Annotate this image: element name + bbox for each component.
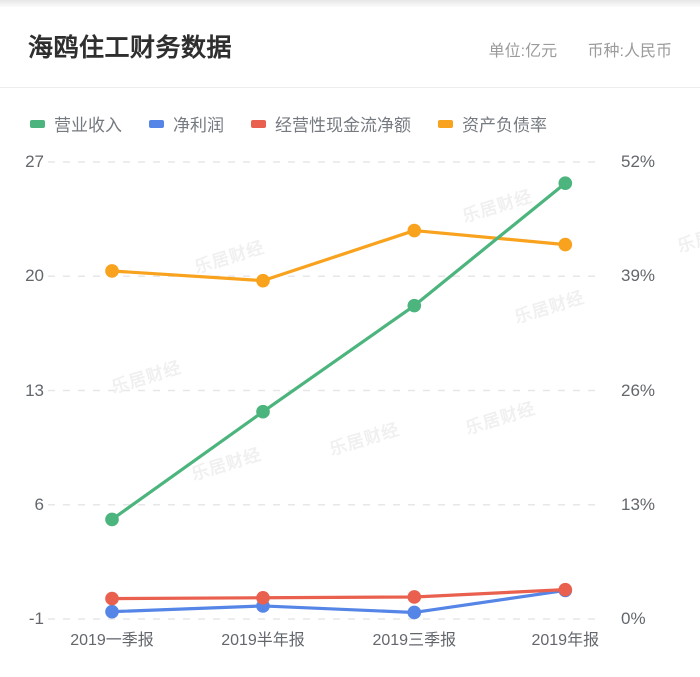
legend-item-3[interactable]: 资产负债率 — [438, 111, 547, 136]
legend-label: 净利润 — [173, 116, 224, 135]
legend-item-1[interactable]: 净利润 — [149, 111, 224, 136]
data-point-s1-0[interactable] — [105, 604, 119, 619]
legend-swatch-icon — [149, 119, 164, 128]
data-point-s2-1[interactable] — [256, 590, 270, 605]
series-line-0 — [110, 181, 567, 522]
x-axis-label-0: 2019一季报 — [70, 632, 154, 649]
data-point-s3-0[interactable] — [105, 264, 119, 278]
legend-swatch-icon — [251, 119, 266, 128]
series-line-2 — [110, 588, 567, 601]
unit-label: 单位:亿元 — [488, 43, 558, 60]
page-title: 海鸥住工财务数据 — [28, 34, 233, 62]
right-axis-tick-0: 52% — [621, 152, 656, 171]
data-point-s2-0[interactable] — [105, 591, 119, 606]
series-line-1 — [110, 588, 567, 615]
series-line-3 — [110, 228, 567, 283]
right-axis-tick-4: 0% — [621, 609, 646, 628]
data-point-s2-2[interactable] — [407, 590, 422, 604]
left-axis-tick-3: 6 — [34, 494, 44, 514]
data-point-s0-1[interactable] — [256, 404, 270, 419]
top-edge-strip — [0, 0, 700, 7]
legend-label: 营业收入 — [54, 116, 122, 135]
x-axis-label-2: 2019三季报 — [372, 632, 457, 649]
left-axis-tick-2: 13 — [25, 380, 44, 400]
legend-item-0[interactable]: 营业收入 — [30, 111, 122, 136]
x-axis-label-3: 2019年报 — [531, 632, 600, 649]
left-axis-tick-4: -1 — [28, 609, 44, 628]
right-axis-tick-1: 39% — [621, 266, 656, 286]
x-axis-label-1: 2019半年报 — [221, 632, 305, 649]
left-axis-tick-0: 27 — [25, 152, 44, 171]
data-point-s1-2[interactable] — [407, 605, 422, 620]
data-point-s0-3[interactable] — [558, 176, 573, 191]
chart-legend: 营业收入 净利润 经营性现金流净额 资产负债率 — [30, 111, 547, 136]
legend-label: 经营性现金流净额 — [275, 116, 411, 135]
data-point-s3-2[interactable] — [407, 223, 422, 238]
legend-swatch-icon — [30, 119, 45, 128]
header-divider — [0, 87, 700, 88]
data-point-s0-0[interactable] — [105, 512, 119, 527]
data-point-s3-1[interactable] — [256, 273, 270, 288]
data-point-s3-3[interactable] — [558, 237, 573, 252]
data-point-s0-2[interactable] — [407, 298, 422, 313]
right-axis-tick-2: 26% — [621, 380, 656, 400]
data-point-s2-3[interactable] — [558, 582, 573, 597]
left-axis-tick-1: 20 — [25, 266, 44, 286]
chart-meta: 单位:亿元 币种:人民币 — [489, 37, 672, 61]
currency-label: 币种:人民币 — [587, 43, 672, 60]
right-axis-tick-3: 13% — [621, 494, 656, 514]
legend-label: 资产负债率 — [462, 116, 547, 135]
legend-swatch-icon — [438, 119, 453, 128]
legend-item-2[interactable]: 经营性现金流净额 — [251, 111, 411, 136]
